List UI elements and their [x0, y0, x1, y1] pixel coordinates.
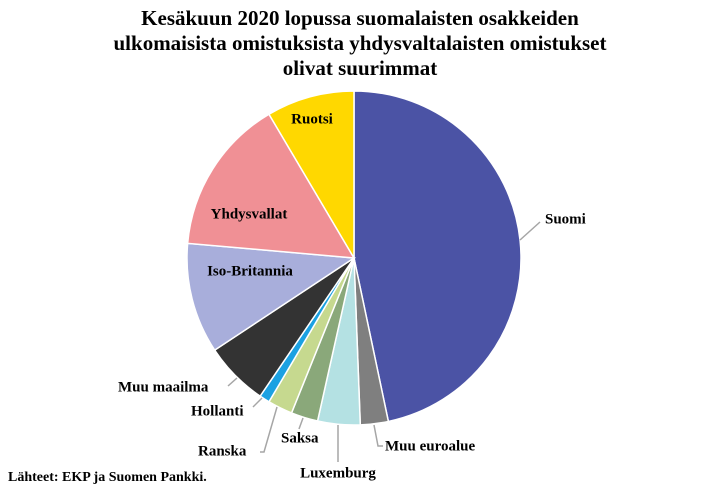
leader-line: [260, 406, 278, 453]
slice-label: Ranska: [198, 443, 247, 459]
slice-label: Yhdysvallat: [211, 206, 288, 222]
slice-label: Saksa: [281, 430, 319, 446]
slice-label: Ruotsi: [291, 111, 333, 127]
leader-line: [298, 417, 304, 430]
leader-line: [373, 424, 383, 447]
chart-title: Kesäkuun 2020 lopussa suomalaisten osakk…: [113, 6, 607, 80]
slice-label: Muu maailma: [118, 379, 209, 395]
slice-label: Hollanti: [191, 403, 244, 419]
leader-line: [227, 377, 238, 387]
slice-label: Luxemburg: [300, 465, 376, 481]
pie-slice: [267, 90, 355, 261]
source-note: Lähteet: EKP ja Suomen Pankki.: [8, 470, 207, 485]
pie-slice: [186, 113, 356, 259]
leader-line: [519, 221, 541, 241]
slice-label: Iso-Britannia: [207, 263, 293, 279]
slice-label: Muu euroalue: [385, 438, 475, 454]
leader-line: [252, 397, 263, 408]
pie-slice: [353, 90, 522, 423]
pie-slice: [186, 242, 357, 352]
slice-label: Suomi: [545, 211, 586, 227]
